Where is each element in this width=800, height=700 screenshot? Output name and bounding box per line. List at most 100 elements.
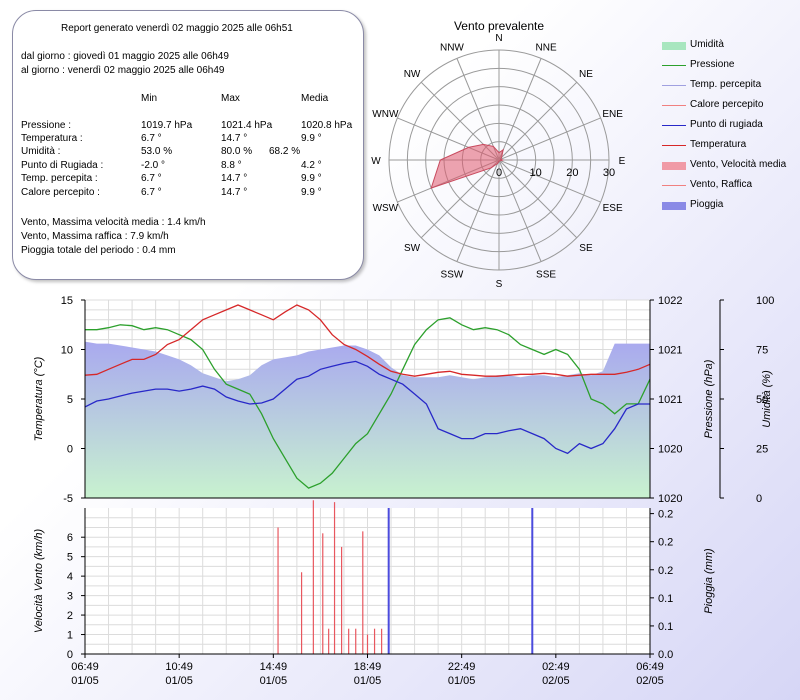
legend-line [662,85,686,86]
legend-item: Umidità [658,38,798,54]
legend-line [662,125,686,126]
axis-label-pressure: Pressione (hPa) [703,359,715,438]
tick-label-temperature: 5 [67,394,73,406]
legend-item: Vento, Raffica [658,178,798,194]
row-feels-like-max: 14.7 ° [221,173,248,184]
row-heat-index-min: 6.7 ° [141,187,162,198]
row-label-feels-like: Temp. percepita : [21,173,98,184]
rain-total: Pioggia totale del periodo : 0.4 mm [21,245,176,256]
row-label-temperature: Temperatura : [21,133,83,144]
rose-direction-label: NW [404,69,421,80]
row-dewpoint-min: -2.0 ° [141,160,166,171]
x-tick-date: 01/05 [448,675,476,687]
legend-label: Temperatura [690,139,747,150]
tick-label-wind: 6 [67,532,73,544]
x-tick-date: 02/05 [636,675,664,687]
axis-label-temperature: Temperatura (°C) [33,356,45,441]
row-pressure-min: 1019.7 hPa [141,120,193,131]
col-header-min: Min [141,93,158,104]
tick-label-wind: 2 [67,610,73,622]
rose-spoke [498,81,578,161]
tick-label-temperature: -5 [63,493,73,505]
rose-direction-label: SSE [536,270,556,281]
rose-spoke [498,58,542,161]
rose-spoke [498,159,601,203]
tick-label-pressure: 1020 [658,493,682,505]
legend-swatch [662,162,686,170]
tick-label-humidity: 25 [756,444,768,456]
temperature-pressure-humidity-chart: -5 0 5 10 15 Temperatura (°C) 1020 1020 1021 1021… [33,295,774,505]
series-area-umidit- [85,341,650,498]
row-label-heat-index: Calore percepito : [21,187,100,198]
x-tick-time: 10:49 [165,661,193,673]
report-summary-panel: Report generato venerdì 02 maggio 2025 a… [12,10,364,280]
rose-direction-label: S [496,279,503,290]
legend-item: Temp. percepita [658,78,798,94]
x-tick-date: 01/05 [165,675,193,687]
axis-label-rain: Pioggia (mm) [703,548,715,614]
tick-label-wind: 1 [67,630,73,642]
main-chart-series [84,304,651,498]
rose-direction-label: W [371,156,381,167]
x-tick-time: 18:49 [354,661,382,673]
tick-label-rain: 0.2 [658,509,673,521]
rose-tick-label: 10 [530,167,542,179]
wind-chart-axes: 0 1 2 3 4 5 6 Velocità Vento (km/h) 0.0 0.1 0.1 0.2… [33,508,715,687]
row-label-humidity: Umidità : [21,146,61,157]
x-tick-date: 01/05 [260,675,288,687]
tick-label-pressure: 1021 [658,394,682,406]
row-humidity-max: 80.0 % [221,146,253,157]
legend-item: Pressione [658,58,798,74]
x-tick-time: 06:49 [636,661,664,673]
legend-label: Temp. percepita [690,79,762,90]
wind-rose-labels: N NNE NE ENE E ESE SE SSE S SSW SW WSW W WNW NW NNW 0 10 2… [371,33,625,290]
tick-label-humidity: 0 [756,493,762,505]
tick-label-pressure: 1021 [658,345,682,357]
rose-direction-label: WNW [372,109,399,120]
tick-label-humidity: 100 [756,295,774,307]
rose-direction-label: ESE [603,203,623,214]
legend-item: Calore percepito [658,98,798,114]
row-temperature-avg: 9.9 ° [301,133,322,144]
tick-label-temperature: 10 [61,345,73,357]
series-line-pressione [85,317,651,489]
legend-item: Punto di rugiada [658,118,798,134]
rose-direction-label: SE [579,243,593,254]
x-tick-date: 01/05 [354,675,382,687]
wind-chart-grid [84,508,651,655]
rose-spoke [498,117,601,161]
rose-spoke [456,58,500,161]
tick-label-wind: 3 [67,591,73,603]
legend-label: Punto di rugiada [690,119,763,130]
x-tick-time: 14:49 [260,661,288,673]
tick-label-rain: 0.2 [658,537,673,549]
tick-label-pressure: 1022 [658,295,682,307]
rose-spoke [420,159,500,239]
rose-spoke [498,159,542,262]
legend-item: Vento, Velocità media [658,158,798,174]
rose-direction-label: WSW [373,203,399,214]
legend-label: Pioggia [690,199,724,210]
report-title: Report generato venerdì 02 maggio 2025 a… [61,23,293,34]
x-tick-time: 02:49 [542,661,570,673]
rose-direction-label: NNW [440,42,464,53]
legend-item: Pioggia [658,198,798,214]
tick-label-humidity: 50 [756,394,768,406]
rose-series-wind-avg [430,143,505,189]
legend-line [662,185,686,186]
legend-swatch [662,202,686,210]
tick-label-temperature: 15 [61,295,73,307]
rose-direction-label: SSW [441,270,464,281]
tick-label-rain: 0.1 [658,593,673,605]
row-temperature-min: 6.7 ° [141,133,162,144]
legend-label: Pressione [690,59,735,70]
rose-direction-label: NE [579,69,593,80]
rose-spoke [498,159,578,239]
tick-label-rain: 0.0 [658,649,673,661]
main-chart-axes: -5 0 5 10 15 Temperatura (°C) 1020 1020 1021 1021… [33,295,774,505]
tick-label-wind: 0 [67,649,73,661]
row-heat-index-max: 14.7 ° [221,187,248,198]
wind-gust-max: Vento, Massima raffica : 7.9 km/h [21,231,169,242]
series-line-punto-di-rugiada [84,360,650,455]
tick-label-humidity: 75 [756,345,768,357]
